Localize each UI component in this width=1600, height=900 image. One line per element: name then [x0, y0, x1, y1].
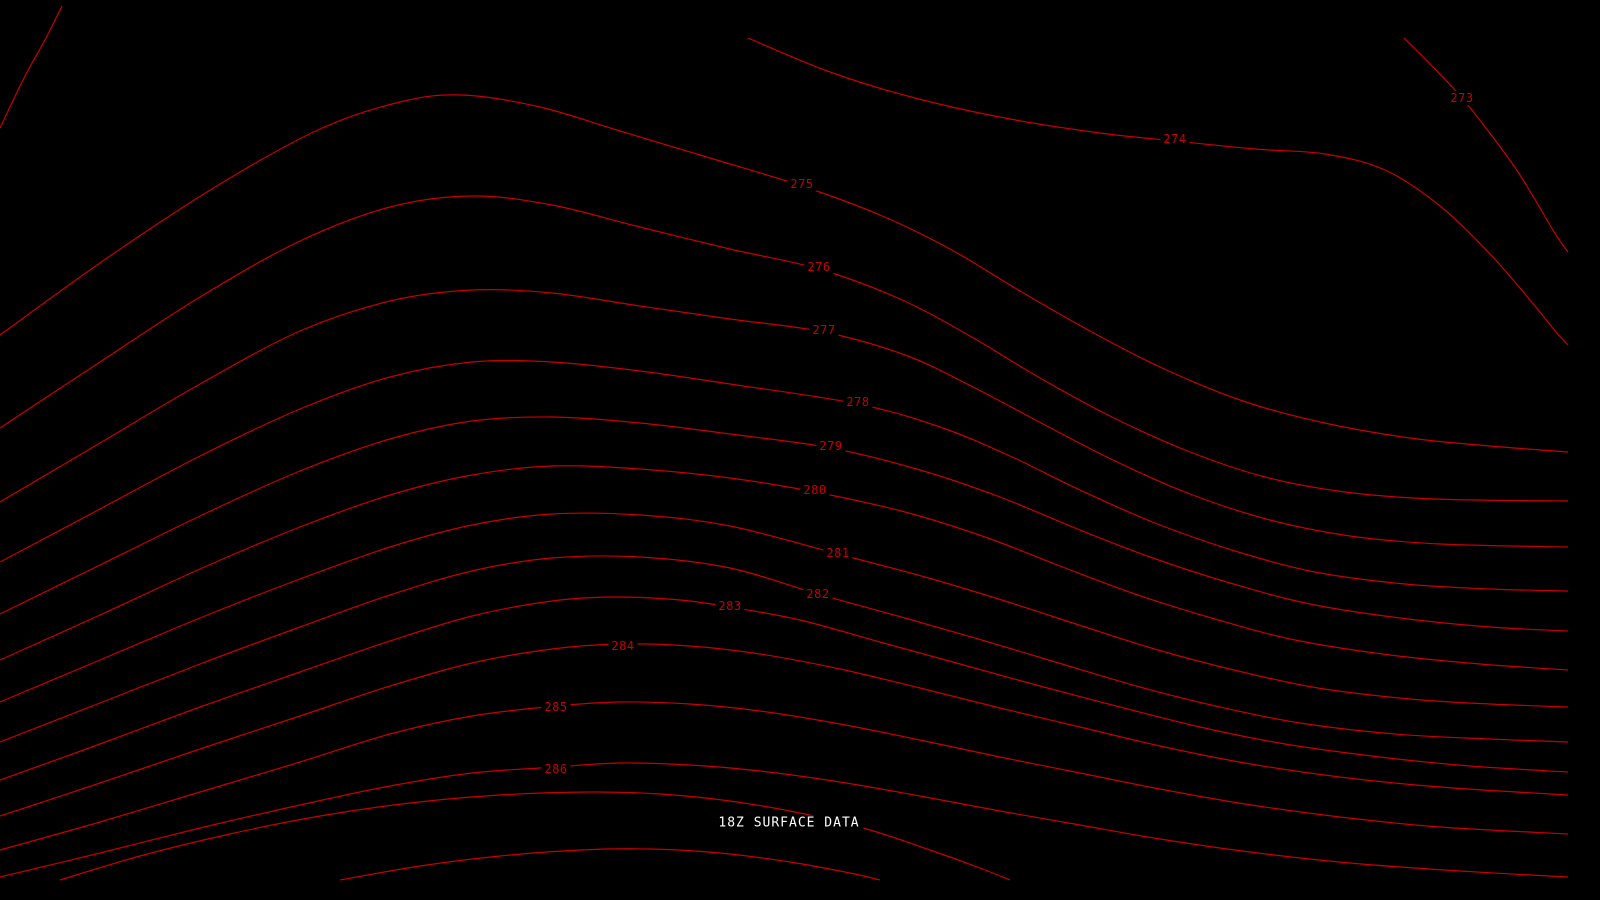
contour-label-273: 273	[1447, 91, 1477, 105]
contour-label-275: 275	[787, 177, 817, 191]
contour-line-275	[0, 94, 1569, 453]
contour-line-276	[0, 195, 1569, 502]
contour-line-285	[0, 701, 1569, 851]
contour-label-277: 277	[809, 323, 839, 337]
contour-line-edge-15	[59, 791, 1011, 881]
contour-label-283: 283	[715, 599, 745, 613]
contour-label-286: 286	[541, 762, 571, 776]
contour-line-283	[0, 596, 1569, 781]
contour-label-274: 274	[1160, 132, 1190, 146]
contour-line-273	[1403, 37, 1569, 253]
contour-label-276: 276	[804, 260, 834, 274]
contour-line-edge-16	[339, 848, 881, 881]
contour-label-279: 279	[816, 439, 846, 453]
contour-label-285: 285	[541, 700, 571, 714]
contour-line-281	[0, 512, 1569, 708]
contour-label-284: 284	[608, 639, 638, 653]
contour-label-278: 278	[843, 395, 873, 409]
contour-line-278	[0, 359, 1569, 592]
contour-line-286	[0, 762, 1569, 878]
contour-label-281: 281	[823, 546, 853, 560]
map-caption: 18Z SURFACE DATA	[714, 815, 864, 831]
contour-line-277	[0, 288, 1569, 548]
contour-line-279	[0, 416, 1569, 632]
contour-line-274	[747, 37, 1569, 346]
contour-line-edge-0	[0, 5, 63, 129]
contour-label-280: 280	[800, 483, 830, 497]
contour-line-284	[0, 643, 1569, 817]
contour-line-280	[0, 465, 1569, 671]
contour-label-282: 282	[803, 587, 833, 601]
